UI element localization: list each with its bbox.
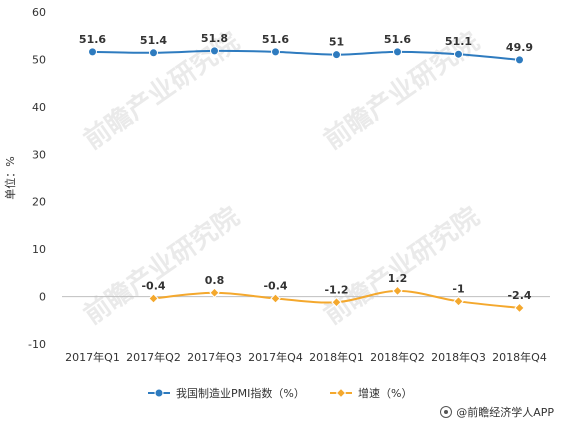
data-label: 51.4 (140, 34, 167, 47)
data-point (515, 55, 524, 65)
data-label: 51.6 (262, 33, 289, 46)
data-label: 1.2 (388, 272, 408, 285)
data-point (514, 302, 525, 314)
y-tick-label: 40 (32, 101, 46, 114)
watermark-text: 前瞻产业研究院 (78, 201, 245, 331)
y-tick-label: 30 (32, 148, 46, 161)
data-point (392, 285, 403, 297)
data-point (149, 48, 158, 58)
x-tick-label: 2018年Q2 (370, 350, 425, 364)
series-line (92, 49, 520, 61)
data-label: 51.6 (384, 33, 411, 46)
x-tick-label: 2017年Q2 (126, 350, 181, 364)
x-tick-label: 2017年Q4 (248, 350, 303, 364)
y-axis-label: 单位：% (3, 156, 17, 199)
data-point (271, 47, 280, 57)
series-1: 51.6 51.4 51.8 51.6 51 51.6 51.1 49.9 (79, 32, 533, 65)
data-point (270, 293, 281, 304)
x-tick-label: 2017年Q1 (65, 350, 120, 364)
y-tick-label: -10 (28, 338, 46, 351)
data-label: -2.4 (507, 289, 531, 302)
data-point (454, 49, 463, 59)
y-tick-label: 50 (32, 53, 46, 66)
data-point (393, 47, 402, 57)
legend-label: 我国制造业PMI指数（%） (176, 386, 305, 400)
legend: 我国制造业PMI指数（%） 增速（%） (148, 386, 412, 400)
axes: 单位：% (3, 156, 550, 298)
data-label: 0.8 (205, 274, 225, 287)
data-label: -1.2 (324, 283, 348, 296)
data-point (148, 293, 159, 304)
series-2: -0.4 0.8 -0.4 -1.2 1.2 -1 -2.4 (141, 272, 532, 314)
y-tick-label: 0 (39, 291, 46, 304)
data-label: 51.6 (79, 33, 106, 46)
data-label: -0.4 (141, 279, 165, 292)
data-label: 51.1 (445, 35, 472, 48)
data-point (209, 287, 220, 298)
data-point (331, 297, 342, 308)
legend-marker (154, 388, 164, 398)
data-point (210, 46, 219, 56)
y-tick-label: 10 (32, 243, 46, 256)
data-label: 51 (329, 36, 344, 49)
legend-marker (335, 387, 347, 399)
data-label: 51.8 (201, 32, 228, 45)
x-tick-label: 2018年Q4 (492, 350, 547, 364)
data-point (332, 50, 341, 60)
x-tick-label: 2017年Q3 (187, 350, 242, 364)
y-tick-label: 20 (32, 196, 46, 209)
x-tick-label: 2018年Q3 (431, 350, 486, 364)
credit-text: @前瞻经济学人APP (456, 406, 554, 419)
data-point (453, 296, 464, 307)
data-point (88, 47, 97, 57)
y-axis-ticks: 60 50 40 30 20 10 0 -10 (28, 6, 46, 351)
x-tick-label: 2018年Q1 (309, 350, 364, 364)
x-axis-ticks: 2017年Q1 2017年Q2 2017年Q3 2017年Q4 2018年Q1 2018年… (65, 350, 547, 364)
legend-label: 增速（%） (358, 386, 412, 400)
data-label: -1 (452, 282, 464, 295)
data-label: 49.9 (506, 41, 533, 54)
credit: @前瞻经济学人APP (440, 404, 554, 420)
watermark-text: 前瞻产业研究院 (318, 201, 485, 331)
y-tick-label: 60 (32, 6, 46, 19)
data-label: -0.4 (263, 279, 287, 292)
app-logo-icon (440, 406, 453, 418)
series-layer: 51.6 51.4 51.8 51.6 51 51.6 51.1 49.9-0.4 0.8 -0.… (79, 32, 533, 314)
